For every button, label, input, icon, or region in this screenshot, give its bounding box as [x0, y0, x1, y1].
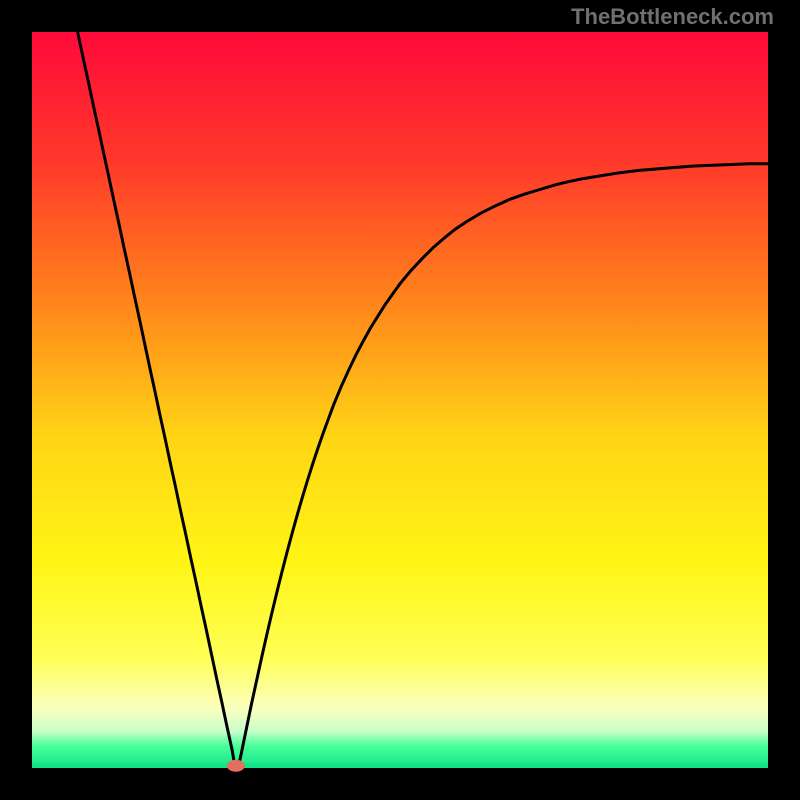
minimum-marker: [227, 760, 245, 772]
watermark-text: TheBottleneck.com: [571, 4, 774, 30]
bottleneck-chart: [0, 0, 800, 800]
plot-bottom-band: [32, 764, 768, 768]
plot-background: [32, 32, 768, 768]
